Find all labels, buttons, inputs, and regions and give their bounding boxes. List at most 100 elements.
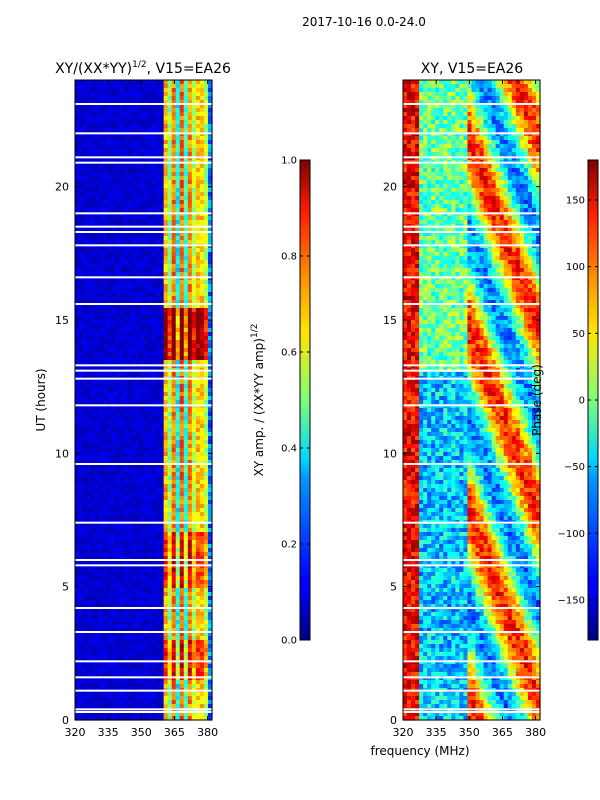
heat-cell: [111, 152, 116, 157]
heat-cell: [171, 136, 177, 141]
heat-cell: [199, 380, 205, 385]
heat-cell: [159, 628, 165, 633]
heat-cell: [171, 312, 177, 317]
heat-cell: [123, 300, 128, 305]
heat-cell: [163, 216, 169, 221]
heat-cell: [107, 504, 112, 509]
heat-cell: [175, 148, 181, 153]
heat-cell: [199, 228, 205, 233]
heat-cell: [179, 620, 185, 625]
heat-cell: [79, 88, 84, 93]
heat-cell: [83, 496, 88, 501]
heat-cell: [99, 492, 104, 497]
heat-cell: [139, 280, 145, 285]
heat-cell: [183, 652, 189, 657]
heat-cell: [111, 128, 116, 133]
heat-cell: [183, 332, 189, 337]
heat-cell: [119, 524, 124, 529]
heat-cell: [167, 568, 173, 573]
heat-cell: [207, 392, 213, 397]
heat-cell: [87, 608, 92, 613]
heat-cell: [115, 108, 120, 113]
heat-cell: [139, 296, 145, 301]
heat-cell: [127, 204, 133, 209]
heat-cell: [187, 476, 193, 481]
heat-cell: [103, 124, 108, 129]
heat-cell: [199, 128, 205, 133]
heat-cell: [107, 492, 112, 497]
heat-cell: [199, 116, 205, 121]
heat-cell: [107, 628, 112, 633]
heat-cell: [87, 164, 92, 169]
heat-cell: [135, 480, 141, 485]
heat-cell: [127, 96, 133, 101]
heat-cell: [175, 424, 181, 429]
heat-cell: [131, 576, 137, 581]
heat-cell: [191, 600, 197, 605]
heat-cell: [115, 632, 120, 637]
heat-cell: [127, 144, 133, 149]
heat-cell: [183, 416, 189, 421]
heat-cell: [115, 448, 120, 453]
heat-cell: [143, 236, 149, 241]
heat-cell: [171, 284, 177, 289]
heat-cell: [191, 424, 197, 429]
heat-cell: [127, 640, 133, 645]
heat-cell: [203, 196, 209, 201]
heat-cell: [111, 360, 116, 365]
heat-cell: [91, 112, 96, 117]
heat-cell: [159, 476, 165, 481]
heat-cell: [87, 340, 92, 345]
heat-cell: [155, 352, 161, 357]
heat-cell: [83, 216, 88, 221]
heat-cell: [111, 264, 116, 269]
heat-cell: [195, 528, 201, 533]
heat-cell: [195, 652, 201, 657]
heat-cell: [143, 624, 149, 629]
heat-cell: [127, 380, 133, 385]
heat-cell: [163, 456, 169, 461]
heat-cell: [87, 256, 92, 261]
heat-cell: [131, 172, 137, 177]
heat-cell: [207, 384, 213, 389]
heat-cell: [127, 500, 133, 505]
heat-cell: [127, 448, 133, 453]
heat-cell: [115, 308, 120, 313]
heat-cell: [167, 372, 173, 377]
heat-cell: [155, 612, 161, 617]
heat-cell: [127, 584, 133, 589]
heat-cell: [103, 372, 108, 377]
heat-cell: [167, 360, 173, 365]
heat-cell: [103, 572, 108, 577]
heat-cell: [179, 496, 185, 501]
heat-cell: [183, 412, 189, 417]
heat-cell: [151, 408, 157, 413]
heat-cell: [95, 124, 100, 129]
heat-cell: [175, 584, 181, 589]
heat-cell: [115, 312, 120, 317]
heat-cell: [159, 372, 165, 377]
heat-cell: [203, 80, 209, 85]
heat-cell: [171, 380, 177, 385]
heat-cell: [175, 440, 181, 445]
heat-cell: [159, 324, 165, 329]
heat-cell: [95, 140, 100, 145]
heat-cell: [143, 104, 149, 109]
heat-cell: [131, 312, 137, 317]
heat-cell: [95, 332, 100, 337]
heat-cell: [179, 476, 185, 481]
heat-cell: [75, 524, 80, 529]
heat-cell: [187, 628, 193, 633]
heat-cell: [171, 144, 177, 149]
heat-cell: [207, 416, 213, 421]
heat-cell: [139, 352, 145, 357]
heat-cell: [167, 628, 173, 633]
heat-cell: [131, 184, 137, 189]
heat-cell: [175, 464, 181, 469]
heat-cell: [111, 652, 116, 657]
heat-cell: [179, 400, 185, 405]
heat-cell: [75, 604, 80, 609]
heat-cell: [111, 448, 116, 453]
heat-cell: [95, 576, 100, 581]
heat-cell: [139, 596, 145, 601]
